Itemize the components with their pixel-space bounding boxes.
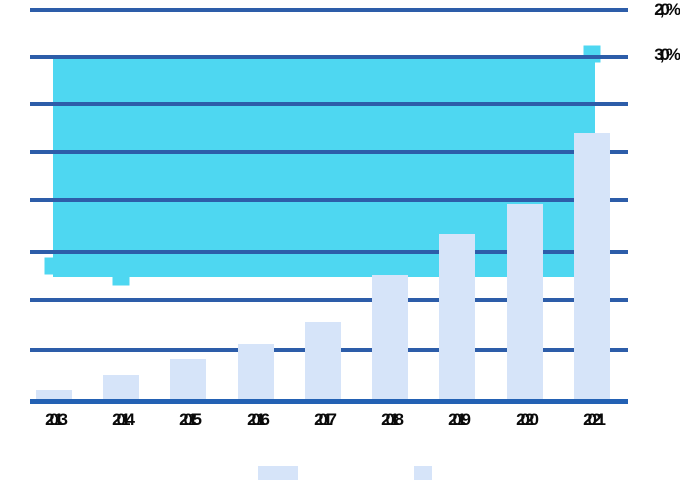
- gridline-3: [30, 150, 628, 154]
- bar-2020[interactable]: [507, 204, 543, 399]
- gridline-6: [30, 298, 628, 302]
- right-axis-label-0: 2,0%: [654, 0, 680, 19]
- bar-2021[interactable]: [574, 133, 610, 399]
- gridline-1: [30, 55, 628, 59]
- area-point-marker-1[interactable]: [112, 268, 130, 286]
- bar-2017[interactable]: [305, 322, 341, 399]
- x-axis-label-2: 2015: [179, 410, 202, 429]
- bar-2014[interactable]: [103, 375, 139, 399]
- x-axis-label-7: 2020: [516, 410, 539, 429]
- area-point-marker-0[interactable]: [44, 257, 62, 275]
- gridline-4: [30, 198, 628, 202]
- gridline-5: [30, 250, 628, 254]
- legend-swatch-1[interactable]: [414, 466, 432, 480]
- x-axis-label-6: 2019: [448, 410, 471, 429]
- x-axis-label-0: 2013: [45, 410, 68, 429]
- bar-2018[interactable]: [372, 275, 408, 399]
- x-axis-label-5: 2018: [381, 410, 404, 429]
- bar-2015[interactable]: [170, 359, 206, 399]
- area-band[interactable]: [53, 58, 595, 277]
- bar-2016[interactable]: [238, 344, 274, 399]
- right-axis-label-1: 3,0%: [654, 45, 680, 64]
- gridline-2: [30, 102, 628, 106]
- x-axis-line: [30, 399, 628, 404]
- gridline-0: [30, 8, 628, 12]
- x-axis-label-3: 2016: [247, 410, 270, 429]
- bar-2019[interactable]: [439, 234, 475, 399]
- x-axis-label-8: 2021: [583, 410, 606, 429]
- x-axis-label-4: 2017: [314, 410, 337, 429]
- area-point-marker-2[interactable]: [583, 45, 601, 63]
- legend-swatch-0[interactable]: [258, 466, 298, 480]
- x-axis-label-1: 2014: [112, 410, 135, 429]
- bar-2013[interactable]: [36, 390, 72, 399]
